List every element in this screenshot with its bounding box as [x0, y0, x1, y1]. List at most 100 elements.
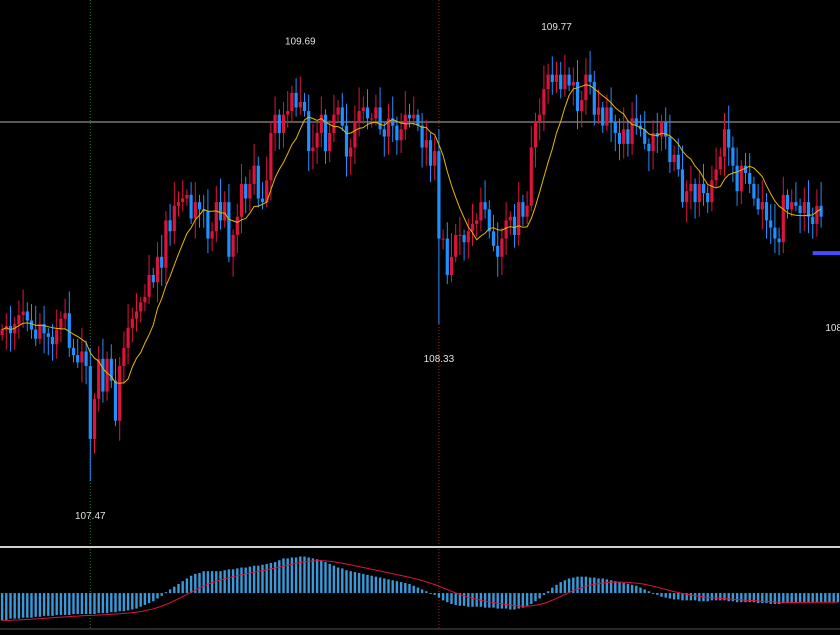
indicator-bar	[534, 593, 537, 602]
candle	[420, 112, 424, 168]
indicator-bar	[173, 586, 176, 594]
indicator-bar	[84, 593, 88, 615]
candle-body	[454, 234, 458, 257]
candle-body	[113, 380, 118, 421]
candle-body	[554, 74, 559, 82]
candle-body	[592, 81, 596, 115]
indicator-bar	[630, 584, 634, 594]
indicator-bar	[773, 593, 777, 605]
indicator-bar	[525, 593, 529, 606]
candle-body	[613, 122, 617, 133]
candle-body	[785, 194, 790, 210]
candle-body	[244, 183, 248, 199]
candle	[508, 211, 512, 235]
indicator-bar	[198, 572, 201, 594]
candle	[311, 123, 315, 170]
candle-body	[126, 327, 130, 348]
candle-body	[567, 74, 571, 86]
candle	[151, 267, 155, 288]
candle	[781, 176, 785, 254]
candle-body	[718, 156, 722, 170]
candle	[651, 120, 655, 170]
candle-body	[487, 209, 491, 232]
candle-body	[680, 169, 685, 203]
indicator-bar	[357, 572, 361, 594]
candle	[176, 191, 181, 217]
indicator-bar	[664, 593, 667, 598]
indicator-bar	[341, 568, 344, 594]
indicator-bar	[231, 569, 235, 594]
indicator-bar	[756, 593, 760, 604]
indicator-bar	[685, 593, 688, 601]
indicator-bar	[719, 593, 722, 601]
indicator-bar	[185, 578, 189, 594]
indicator-bar	[303, 556, 306, 594]
candle-body	[563, 74, 567, 90]
candle	[113, 358, 118, 427]
candle	[727, 105, 731, 166]
candle	[605, 94, 609, 132]
indicator-bar	[80, 593, 84, 615]
candle	[773, 203, 777, 254]
candle-body	[790, 202, 794, 210]
indicator-bar	[765, 593, 768, 604]
candle-body	[445, 238, 449, 275]
candle	[441, 229, 445, 250]
candle-body	[101, 358, 105, 392]
indicator-bar	[404, 583, 407, 594]
candle-body	[340, 107, 344, 126]
candle-body	[319, 114, 323, 133]
candle	[143, 284, 147, 312]
indicator-bar	[63, 593, 67, 615]
candle	[517, 182, 521, 246]
candle	[370, 112, 374, 128]
candle	[739, 160, 743, 204]
candle	[722, 112, 727, 177]
candle	[185, 189, 189, 206]
candle-body	[806, 202, 811, 217]
candle	[197, 194, 202, 228]
candle	[412, 96, 416, 126]
candle-body	[626, 129, 630, 144]
candle-body	[529, 147, 533, 206]
indicator-bar	[294, 557, 298, 594]
candle-body	[491, 231, 496, 246]
candle	[0, 324, 4, 341]
indicator-bar	[651, 593, 655, 595]
candle-body	[365, 107, 370, 119]
candle-body	[731, 147, 735, 166]
candle-body	[25, 311, 29, 321]
indicator-bar	[26, 593, 29, 618]
candle	[181, 180, 185, 212]
candle	[790, 189, 794, 217]
indicator-bar	[626, 583, 630, 594]
candle-body	[433, 151, 437, 166]
candle-body	[0, 329, 4, 336]
indicator-bar	[639, 587, 642, 594]
indicator-bar	[559, 582, 562, 594]
indicator-bar	[55, 593, 58, 615]
candle	[588, 50, 592, 95]
candle	[533, 112, 538, 168]
candle-body	[399, 129, 403, 141]
indicator-bar	[542, 593, 546, 595]
indicator-bar	[408, 583, 411, 594]
candle-body	[706, 193, 710, 203]
candle	[395, 116, 399, 155]
indicator-bar	[517, 593, 520, 609]
indicator-bar	[139, 593, 142, 607]
candle	[475, 213, 479, 237]
indicator-bar	[362, 573, 365, 594]
indicator-bar	[521, 593, 525, 608]
candle-body	[277, 114, 281, 133]
candle	[685, 180, 689, 223]
candle	[168, 203, 172, 246]
candle	[109, 344, 113, 388]
candle-body	[55, 329, 59, 345]
candle	[777, 227, 781, 255]
indicator-bar	[584, 576, 588, 594]
indicator-bar	[412, 585, 415, 594]
indicator-bar	[122, 593, 126, 612]
